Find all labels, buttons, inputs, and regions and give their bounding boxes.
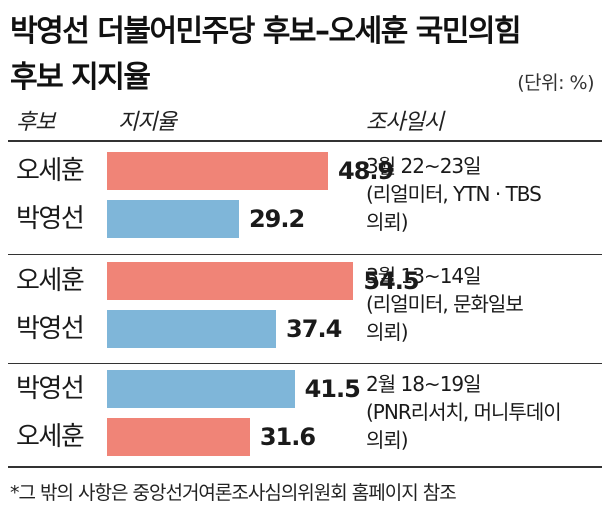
survey-info-line: 의뢰): [366, 428, 409, 452]
value-label: 29.2: [248, 205, 305, 233]
value-label: 31.6: [259, 423, 316, 451]
candidate-name: 박영선: [16, 314, 85, 344]
bar-park: [107, 370, 295, 408]
candidate-name: 박영선: [16, 374, 85, 404]
value-label: 41.5: [304, 375, 361, 403]
header-rule: [8, 140, 602, 142]
survey-info-line: (PNR리서치, 머니투데이: [366, 400, 562, 424]
candidate-name: 오세훈: [16, 266, 85, 296]
survey-info-line: (리얼미터, YTN · TBS: [366, 182, 542, 206]
value-label: 48.9: [338, 157, 394, 185]
chart-title-line1: 박영선 더불어민주당 후보–오세훈 국민의힘: [10, 14, 522, 49]
bar-oh: [107, 262, 354, 300]
group-divider: [8, 363, 602, 364]
candidate-name: 오세훈: [16, 156, 85, 186]
chart-title-line2: 후보 지지율: [10, 60, 151, 95]
survey-info-line: 3월 22~23일: [366, 154, 482, 178]
header-survey: 조사일시: [366, 110, 444, 135]
bar-park: [107, 310, 277, 348]
group-divider: [8, 254, 602, 255]
candidate-name: 박영선: [16, 204, 85, 234]
candidate-name: 오세훈: [16, 422, 85, 452]
bar-oh: [107, 152, 329, 190]
group-divider: [8, 466, 602, 468]
value-label: 54.5: [363, 267, 419, 295]
survey-info-line: 2월 18~19일: [366, 372, 482, 396]
survey-info-line: 3월 13~14일: [366, 264, 482, 288]
unit-label: (단위: %): [517, 72, 594, 94]
survey-info-line: 의뢰): [366, 210, 409, 234]
bar-park: [107, 200, 239, 238]
footnote: *그 밖의 사항은 중앙선거여론조사심의위원회 홈페이지 참조: [10, 482, 457, 504]
survey-info-line: (리얼미터, 문화일보: [366, 292, 524, 316]
header-candidate: 후보: [16, 110, 55, 135]
value-label: 37.4: [286, 315, 342, 343]
survey-info-line: 의뢰): [366, 320, 409, 344]
header-support: 지지율: [118, 110, 177, 135]
bar-oh: [107, 418, 250, 456]
